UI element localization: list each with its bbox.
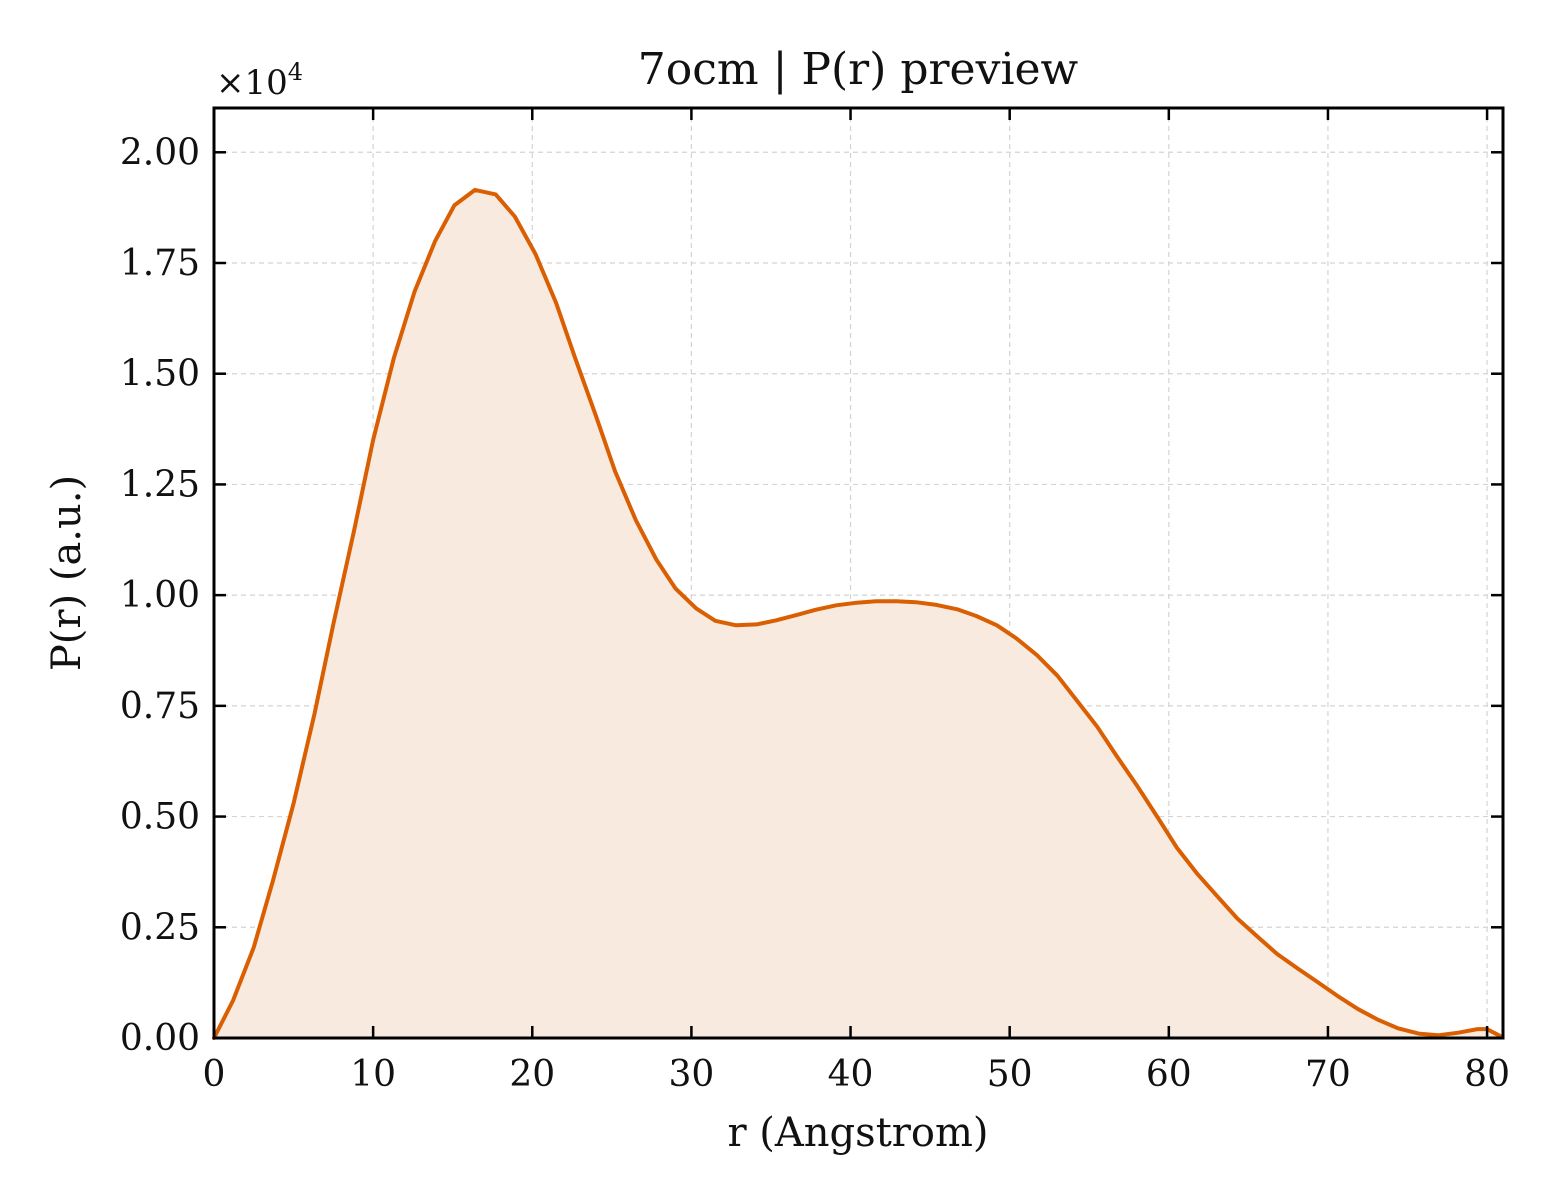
plot-frame [212,106,1505,1040]
x-tick-label: 60 [1146,1054,1192,1095]
y-tick-label: 1.25 [120,464,200,505]
x-tick-label: 10 [350,1054,396,1095]
y-multiplier-exponent: 4 [288,58,303,86]
x-axis-label: r (Angstrom) [727,1110,988,1156]
x-tick-label: 20 [509,1054,555,1095]
chart-title: 7ocm | P(r) preview [638,44,1079,95]
y-tick-label: 0.75 [120,686,200,727]
x-tick-label: 70 [1305,1054,1351,1095]
x-tick-label: 30 [669,1054,715,1095]
y-multiplier-base: ×10 [216,63,288,103]
x-tick-label: 0 [203,1054,226,1095]
x-tick-label: 50 [987,1054,1033,1095]
pr-series-line [212,187,1502,1040]
y-axis-multiplier: ×104 [216,58,303,103]
x-tick-label: 40 [828,1054,874,1095]
y-tick-label: 0.50 [120,797,200,838]
y-tick-label: 0.00 [120,1018,200,1059]
y-axis-label: P(r) (a.u.) [44,475,90,671]
y-tick-label: 0.25 [120,907,200,948]
ticks-layer: 0 10 20 30 40 50 60 70 80 0.00 0.25 0.50 0.75 1.00 1.2… [120,108,1510,1095]
y-tick-label: 1.00 [120,575,200,616]
y-tick-label: 1.50 [120,354,200,395]
y-tick-label: 2.00 [120,132,200,173]
pr-area-fill [214,189,1500,1038]
y-tick-label: 1.75 [120,243,200,284]
x-tick-label: 80 [1464,1054,1510,1095]
